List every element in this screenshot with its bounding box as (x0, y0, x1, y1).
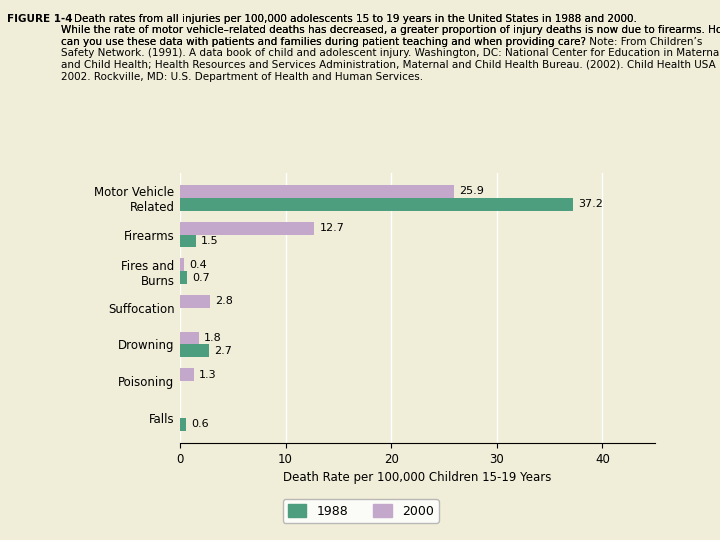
Bar (180, 198, 573, 211)
Bar (180, 258, 184, 271)
Bar (180, 295, 210, 308)
Text: Death rates from all injuries per 100,000 adolescents 15 to 19 years in the Unit: Death rates from all injuries per 100,00… (61, 14, 720, 82)
Text: 0.4: 0.4 (189, 260, 207, 270)
Text: FIGURE 1‑4: FIGURE 1‑4 (7, 14, 73, 24)
Bar (180, 185, 454, 198)
Text: 2.8: 2.8 (215, 296, 233, 306)
Bar (180, 271, 187, 284)
Bar (180, 234, 196, 247)
Bar (180, 332, 199, 345)
Legend: 1988, 2000: 1988, 2000 (282, 500, 438, 523)
Bar (180, 418, 186, 430)
Text: Death rates from all injuries per 100,000 adolescents 15 to 19 years in the Unit: Death rates from all injuries per 100,00… (61, 14, 720, 46)
Text: 37.2: 37.2 (578, 199, 603, 210)
Bar (180, 222, 314, 234)
Text: 0.7: 0.7 (193, 273, 210, 282)
Text: 2.7: 2.7 (214, 346, 232, 356)
Text: 1.8: 1.8 (204, 333, 222, 343)
Text: 1.5: 1.5 (201, 236, 219, 246)
Bar (180, 368, 194, 381)
Text: 25.9: 25.9 (459, 186, 484, 197)
Text: 1.3: 1.3 (199, 370, 217, 380)
X-axis label: Death Rate per 100,000 Children 15-19 Years: Death Rate per 100,000 Children 15-19 Ye… (284, 471, 552, 484)
Text: 12.7: 12.7 (320, 223, 344, 233)
Bar (180, 345, 209, 357)
Text: 0.6: 0.6 (192, 419, 210, 429)
